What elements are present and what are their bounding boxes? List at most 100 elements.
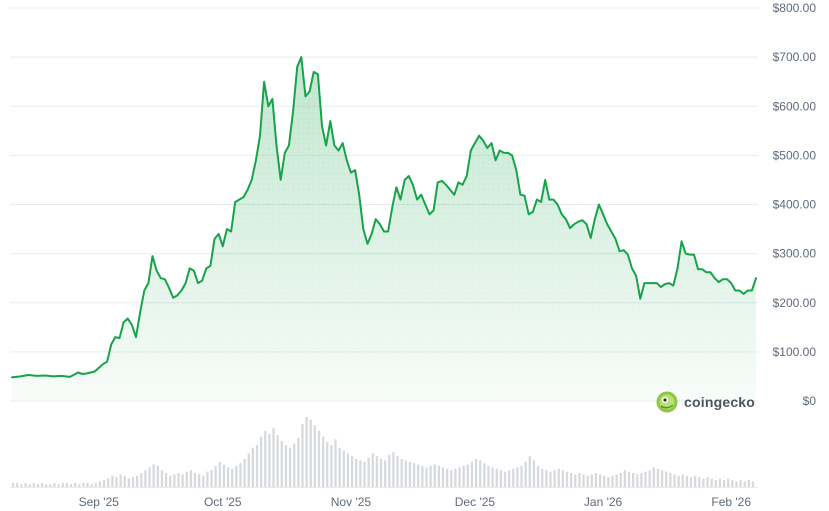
volume-bar	[247, 453, 250, 487]
volume-bar	[433, 464, 436, 487]
brand-name: coingecko	[684, 394, 756, 410]
volume-bar	[392, 452, 395, 487]
volume-bar	[735, 481, 738, 487]
y-tick-label: $800.00	[773, 1, 817, 15]
volume-bar	[255, 445, 259, 487]
volume-bar	[53, 482, 56, 487]
volume-bar	[177, 473, 180, 487]
volume-bar	[301, 424, 304, 487]
volume-bar	[673, 474, 676, 487]
x-tick-label: Feb '26	[711, 495, 751, 509]
volume-bar	[611, 475, 614, 487]
volume-bar	[164, 473, 168, 487]
volume-bar	[582, 474, 585, 487]
volume-bar	[90, 484, 93, 487]
volume-bar	[524, 461, 527, 487]
volume-bar	[210, 470, 213, 487]
volume-bar	[743, 481, 746, 487]
volume-bar	[218, 461, 221, 487]
price-area-dots	[12, 57, 756, 401]
volume-bar	[557, 468, 560, 487]
volume-bar	[305, 417, 308, 487]
x-tick-label: Jan '26	[584, 495, 623, 509]
volume-bar	[400, 459, 403, 487]
volume-bar	[499, 470, 503, 487]
volume-bar	[722, 480, 726, 487]
volume-bar	[586, 475, 589, 487]
volume-bar	[520, 466, 523, 487]
volume-bar	[718, 478, 722, 487]
y-tick-label: $600.00	[773, 99, 817, 113]
coingecko-watermark: coingecko	[656, 391, 755, 413]
x-tick-label: Nov '25	[331, 495, 372, 509]
volume-bar	[739, 480, 742, 487]
volume-bar	[107, 478, 110, 487]
volume-bar	[421, 466, 424, 487]
volume-bar	[450, 470, 453, 487]
volume-bar	[276, 435, 279, 487]
volume-bar	[45, 484, 48, 487]
volume-bar	[16, 482, 19, 487]
volume-bar	[607, 477, 610, 487]
volume-bar	[326, 442, 329, 487]
volume-bar	[648, 470, 651, 487]
volume-bar	[541, 468, 544, 487]
volume-bar	[169, 475, 172, 487]
volume-bar	[545, 470, 548, 487]
volume-bar	[288, 447, 292, 487]
volume-bar	[251, 447, 255, 487]
volume-bar	[78, 484, 81, 487]
volume-bar	[359, 460, 362, 487]
volume-bar	[665, 471, 668, 487]
volume-bar	[367, 457, 370, 487]
volume-bar	[466, 464, 469, 487]
y-tick-label: $500.00	[773, 148, 817, 162]
volume-bar	[102, 480, 106, 487]
volume-bar	[371, 453, 374, 487]
volume-bar	[656, 468, 660, 487]
y-tick-label: $200.00	[773, 296, 817, 310]
volume-bar	[495, 468, 498, 487]
volume-bar	[330, 445, 333, 487]
volume-bar	[503, 471, 507, 487]
volume-bar	[40, 482, 44, 487]
volume-bar	[417, 464, 420, 487]
volume-bar	[136, 475, 139, 487]
price-area	[12, 57, 756, 401]
volume-bar	[446, 468, 449, 487]
volume-bar	[553, 470, 556, 487]
volume-bar	[388, 454, 391, 487]
volume-bar	[660, 470, 664, 487]
volume-bar	[123, 475, 126, 487]
volume-bar	[470, 461, 474, 487]
volume-bar	[669, 473, 672, 487]
volume-bar	[156, 466, 159, 487]
volume-bar	[28, 484, 31, 487]
volume-bar	[458, 467, 461, 487]
x-axis-ticks: Sep '25 Oct '25 Nov '25 Dec '25 Jan '26 Feb '…	[79, 495, 752, 509]
volume-bar	[677, 475, 680, 487]
x-tick-label: Dec '25	[455, 495, 496, 509]
volume-bar	[49, 484, 52, 487]
volume-bar	[474, 459, 478, 487]
volume-bar	[342, 450, 345, 487]
volume-bar	[268, 433, 271, 487]
volume-bar	[322, 436, 325, 487]
volume-bar	[98, 481, 102, 487]
volume-bar	[239, 463, 242, 487]
volume-bar	[272, 428, 275, 487]
volume-bar	[214, 466, 217, 487]
volume-bar	[152, 464, 155, 487]
volume-bar	[86, 482, 89, 487]
volume-bar	[578, 473, 581, 487]
volume-bar	[57, 484, 60, 487]
volume-bar	[206, 471, 209, 487]
volume-bar	[379, 459, 383, 487]
volume-bar	[350, 456, 354, 487]
volume-bar	[243, 459, 246, 487]
volume-bars	[12, 417, 755, 487]
volume-bar	[590, 474, 593, 487]
volume-bar	[623, 470, 627, 487]
volume-bar	[264, 431, 267, 487]
volume-bar	[111, 475, 114, 487]
